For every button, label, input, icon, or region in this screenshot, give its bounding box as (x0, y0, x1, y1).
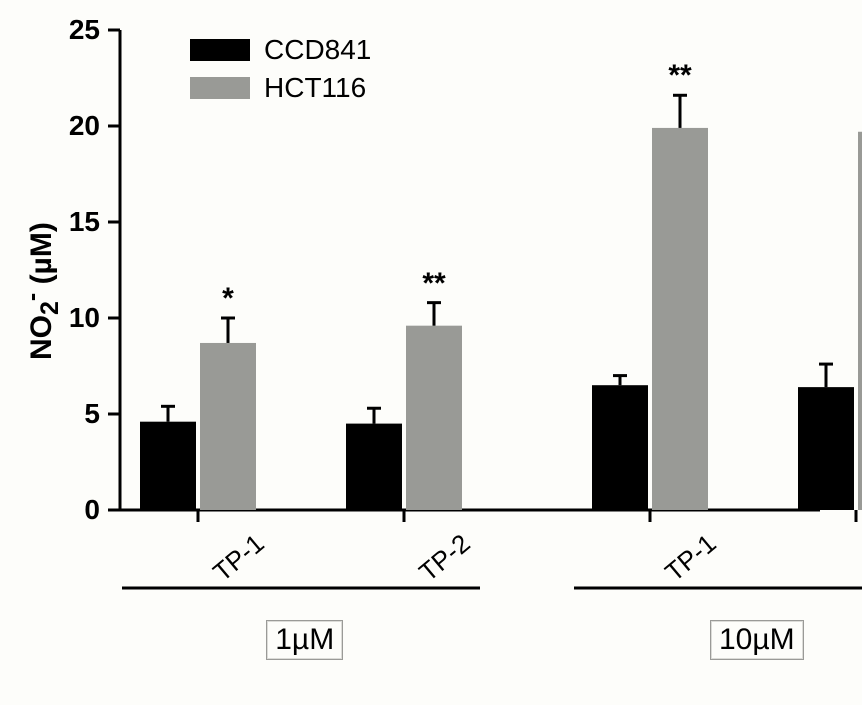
legend-label: CCD841 (264, 34, 371, 66)
legend-item: HCT116 (190, 72, 371, 104)
legend: CCD841 HCT116 (190, 34, 371, 110)
legend-label: HCT116 (264, 72, 366, 104)
bar (346, 424, 402, 510)
significance-marker: ** (856, 59, 862, 93)
bar (406, 326, 462, 510)
chart-container: NO2- (µM) CCD841HCT116 0510152025*TP-1**… (0, 0, 862, 705)
chart-svg (0, 0, 862, 705)
bar (858, 132, 862, 510)
y-axis-label: NO2- (µM) (18, 222, 65, 360)
significance-marker: ** (650, 59, 710, 93)
significance-marker: ** (404, 267, 464, 301)
bar (592, 385, 648, 510)
y-tick-label: 10 (0, 302, 100, 334)
y-tick-label: 5 (0, 398, 100, 430)
significance-marker: * (198, 282, 258, 316)
y-tick-label: 0 (0, 494, 100, 526)
y-tick-label: 15 (0, 206, 100, 238)
bar (798, 387, 854, 510)
x-group-label: 1µM (266, 620, 343, 660)
bar (140, 422, 196, 510)
y-tick-label: 20 (0, 110, 100, 142)
legend-swatch (190, 39, 250, 61)
bar (652, 128, 708, 510)
x-group-label: 10µM (710, 620, 804, 660)
bar (200, 343, 256, 510)
y-tick-label: 25 (0, 14, 100, 46)
legend-swatch (190, 77, 250, 99)
legend-item: CCD841 (190, 34, 371, 66)
